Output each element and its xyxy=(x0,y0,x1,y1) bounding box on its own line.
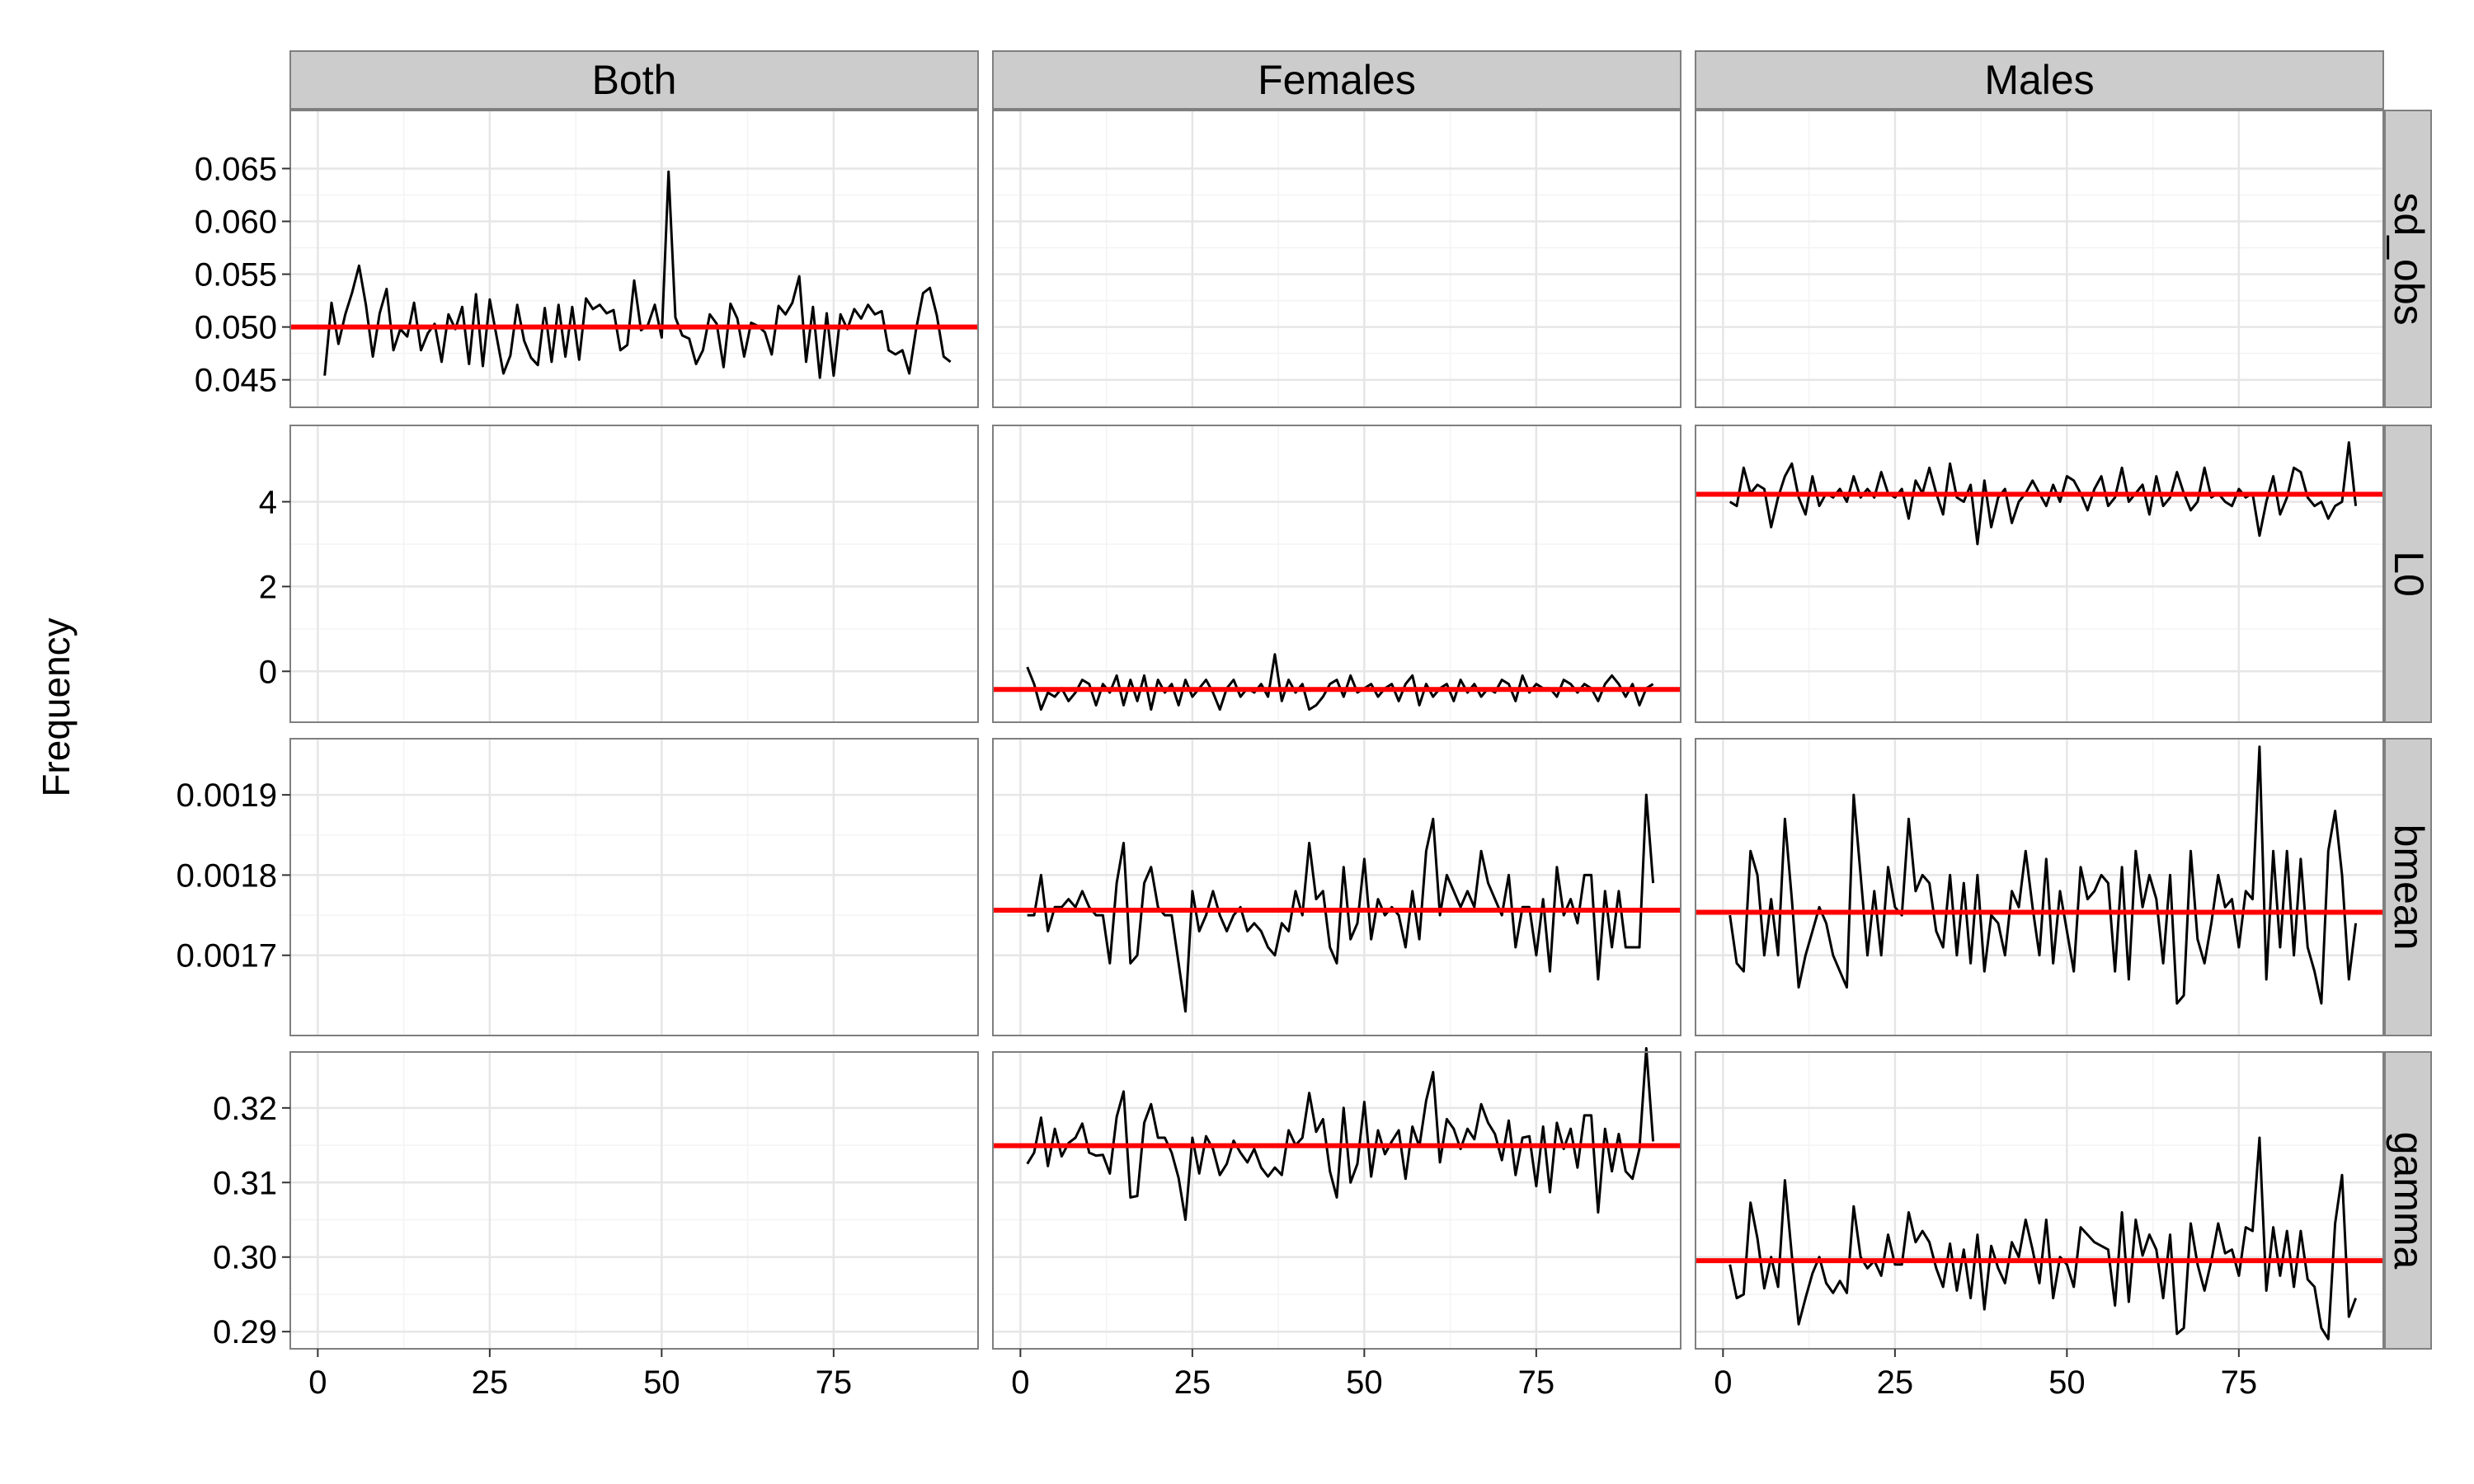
panel-sd_obs-both xyxy=(289,110,979,408)
y-tick-label: 2 xyxy=(259,569,277,605)
x-tick-label: 50 xyxy=(643,1364,680,1401)
panel-border xyxy=(289,738,979,1036)
panel-sd_obs-males xyxy=(1695,110,2384,408)
panel-L0-females xyxy=(992,425,1681,723)
row-strips: sd_obs L0 bmean gamma xyxy=(2384,110,2432,1350)
panel-background xyxy=(993,1052,1681,1349)
panel-background xyxy=(993,110,1681,407)
panel-border xyxy=(1695,1051,2384,1350)
panel-border xyxy=(289,425,979,723)
y-tick-label: 0.045 xyxy=(195,363,277,399)
panel-bmean-females xyxy=(992,738,1681,1036)
y-axis-labels: 0.045 0.050 0.055 0.060 0.065 0 2 4 0.0017 0.0018… xyxy=(176,151,290,1350)
y-tick-label: 0.0017 xyxy=(176,938,277,974)
y-tick-label: 0 xyxy=(259,654,277,690)
panel-gamma-both xyxy=(289,1051,979,1350)
strip-gamma xyxy=(2384,1051,2432,1350)
panel-border xyxy=(992,1051,1681,1350)
strip-label-females: Females xyxy=(1258,57,1416,103)
y-tick-label: 0.065 xyxy=(195,151,277,187)
panel-background xyxy=(290,110,978,407)
strip-label-both: Both xyxy=(592,57,677,103)
strip-label-males: Males xyxy=(1984,57,2094,103)
x-tick-label: 0 xyxy=(1714,1364,1732,1401)
y-tick-label: 0.31 xyxy=(213,1165,277,1201)
strip-label-gamma: gamma xyxy=(2386,1132,2432,1270)
series-line-gamma-males xyxy=(1729,1136,2358,1341)
x-tick-label: 50 xyxy=(2048,1364,2086,1401)
y-tick-label: 0.0018 xyxy=(176,857,277,894)
y-tick-label: 0.050 xyxy=(195,310,277,346)
panel-border xyxy=(992,738,1681,1036)
x-tick-label: 25 xyxy=(472,1364,509,1401)
y-tick-label: 0.0019 xyxy=(176,777,277,814)
panel-gamma-females xyxy=(992,1047,1681,1350)
series-line-gamma-females xyxy=(1026,1047,1655,1221)
y-tick-label: 0.29 xyxy=(213,1314,277,1350)
panel-gamma-males xyxy=(1695,1051,2384,1350)
panel-L0-males xyxy=(1695,425,2384,723)
x-tick-label: 0 xyxy=(308,1364,327,1401)
x-tick-label: 0 xyxy=(1011,1364,1029,1401)
y-axis-title: Frequency xyxy=(35,618,78,796)
series-line-bmean-males xyxy=(1729,745,2358,1005)
panel-border xyxy=(1695,110,2384,408)
x-tick-label: 25 xyxy=(1174,1364,1211,1401)
x-tick-label: 75 xyxy=(1518,1364,1555,1401)
panel-border xyxy=(289,1051,979,1350)
x-tick-label: 75 xyxy=(2221,1364,2258,1401)
strip-L0 xyxy=(2384,425,2432,723)
x-axis-labels: 0 25 50 75 0 25 50 75 0 25 50 75 xyxy=(308,1349,2257,1401)
column-strips: Both Females Males xyxy=(289,50,2384,110)
panel-background xyxy=(290,425,978,722)
panel-bmean-both xyxy=(289,738,979,1036)
panel-background xyxy=(993,425,1681,722)
panel-background xyxy=(290,739,978,1036)
panel-border xyxy=(289,110,979,408)
strip-females xyxy=(992,50,1681,110)
panel-L0-both xyxy=(289,425,979,723)
strip-label-L0: L0 xyxy=(2386,551,2432,597)
panel-border xyxy=(992,110,1681,408)
x-tick-label: 75 xyxy=(816,1364,853,1401)
panel-background xyxy=(1696,739,2383,1036)
panel-bmean-males xyxy=(1695,738,2384,1036)
strip-males xyxy=(1695,50,2384,110)
strip-bmean xyxy=(2384,738,2432,1036)
panel-background xyxy=(1696,425,2383,722)
panel-background xyxy=(1696,110,2383,407)
y-tick-label: 0.055 xyxy=(195,257,277,294)
panel-border xyxy=(1695,425,2384,723)
strip-label-sd_obs: sd_obs xyxy=(2386,192,2432,325)
panel-background xyxy=(993,739,1681,1036)
y-tick-label: 4 xyxy=(259,485,277,521)
x-tick-label: 50 xyxy=(1346,1364,1383,1401)
panel-background xyxy=(1696,1052,2383,1349)
y-tick-label: 0.30 xyxy=(213,1240,277,1276)
x-tick-label: 25 xyxy=(1877,1364,1914,1401)
series-line-bmean-females xyxy=(1027,793,1655,1013)
strip-sd_obs xyxy=(2384,110,2432,408)
strip-both xyxy=(289,50,979,110)
y-tick-label: 0.060 xyxy=(195,204,277,241)
panel-sd_obs-females xyxy=(992,110,1681,408)
strip-label-bmean: bmean xyxy=(2386,824,2432,951)
panel-border xyxy=(992,425,1681,723)
y-tick-label: 0.32 xyxy=(213,1091,277,1127)
panel-border xyxy=(1695,738,2384,1036)
panel-background xyxy=(290,1052,978,1349)
panel-grid xyxy=(289,110,2384,1350)
